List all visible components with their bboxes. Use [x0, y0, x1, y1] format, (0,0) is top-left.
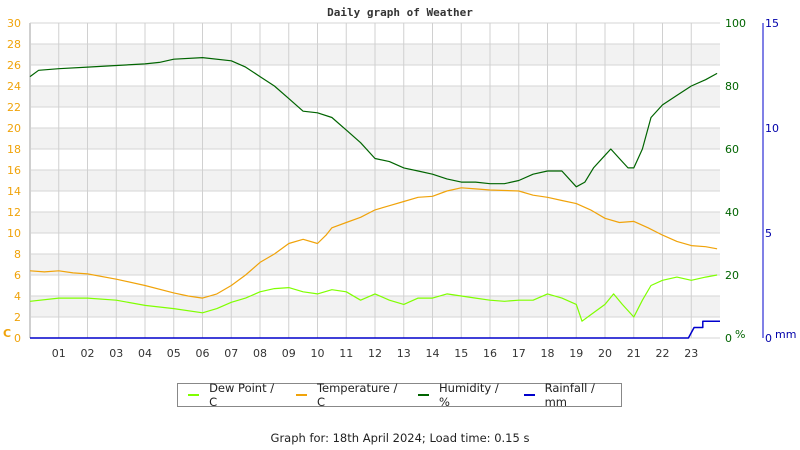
humidity-line	[29, 56, 718, 188]
temperature-tick: 22	[7, 101, 21, 114]
hour-tick: 01	[52, 347, 66, 360]
hour-tick: 13	[397, 347, 411, 360]
chart-title: Daily graph of Weather	[327, 6, 473, 19]
legend-label: Humidity / %	[439, 381, 499, 409]
humidity-tick: 100	[725, 17, 746, 30]
legend-item: Rainfall / mm	[523, 381, 615, 409]
temperature-tick: 2	[14, 311, 21, 324]
hour-tick: 22	[656, 347, 670, 360]
hour-tick: 19	[569, 347, 583, 360]
hour-tick: 05	[167, 347, 181, 360]
temperature-line	[29, 187, 718, 299]
hour-tick: 20	[598, 347, 612, 360]
temperature-tick: 10	[7, 227, 21, 240]
hour-tick: 11	[339, 347, 353, 360]
hour-tick: 07	[224, 347, 238, 360]
hour-axis: 01 02 03 04 05 06 07 08 09 10 11 12 13 14 15 16 17 18 19 20…	[52, 347, 699, 360]
legend-swatch-icon	[188, 394, 200, 396]
temperature-tick: 30	[7, 17, 21, 30]
hour-tick: 23	[684, 347, 698, 360]
temperature-tick: 18	[7, 143, 21, 156]
legend-swatch-icon	[417, 394, 430, 396]
temperature-tick: 6	[14, 269, 21, 282]
temperature-tick: 24	[7, 80, 21, 93]
rainfall-line	[30, 320, 720, 339]
hour-tick: 10	[311, 347, 325, 360]
rainfall-tick: 15	[765, 17, 779, 30]
temperature-tick: 12	[7, 206, 21, 219]
hour-tick: 18	[541, 347, 555, 360]
temperature-tick: 0	[14, 332, 21, 345]
hour-tick: 02	[81, 347, 95, 360]
rainfall-tick: 0	[765, 332, 772, 345]
graph-footer: Graph for: 18th April 2024; Load time: 0…	[270, 431, 530, 445]
hour-tick: 21	[627, 347, 641, 360]
humidity-tick: 40	[725, 206, 739, 219]
legend-item: Humidity / %	[417, 381, 508, 409]
temperature-tick: 14	[7, 185, 21, 198]
temperature-tick: 28	[7, 38, 21, 51]
humidity-tick: 60	[725, 143, 739, 156]
legend-label: Rainfall / mm	[544, 381, 595, 409]
humidity-tick: 0	[725, 332, 732, 345]
humidity-tick: 80	[725, 80, 739, 93]
hour-tick: 15	[454, 347, 468, 360]
hour-tick: 08	[253, 347, 267, 360]
hour-tick: 17	[512, 347, 526, 360]
rainfall-tick: 10	[765, 122, 779, 135]
hour-tick: 12	[368, 347, 382, 360]
temperature-tick: 16	[7, 164, 21, 177]
humidity-tick: 20	[725, 269, 739, 282]
rainfall-tick: 5	[765, 227, 772, 240]
hour-tick: 03	[109, 347, 123, 360]
hour-tick: 04	[138, 347, 152, 360]
temperature-unit-label: C	[3, 327, 11, 340]
legend-label: Temperature / C	[316, 381, 398, 409]
temperature-tick: 4	[14, 290, 21, 303]
hour-tick: 14	[426, 347, 440, 360]
hour-tick: 16	[483, 347, 497, 360]
temperature-tick: 20	[7, 122, 21, 135]
temperature-tick: 8	[14, 248, 21, 261]
chart-legend: Dew Point / C Temperature / C Humidity / %…	[177, 381, 622, 409]
humidity-unit-label: %	[735, 328, 745, 341]
legend-label: Dew Point / C	[209, 381, 275, 409]
temperature-tick: 26	[7, 59, 21, 72]
legend-item: Dew Point / C	[188, 381, 280, 409]
rainfall-unit-label: mm	[775, 328, 796, 341]
legend-swatch-icon	[523, 394, 535, 396]
legend-swatch-icon	[295, 394, 307, 396]
data-series	[29, 56, 720, 339]
humidity-axis: 0 20 40 60 80 100	[725, 17, 746, 345]
dew-point-line	[29, 274, 718, 322]
hour-tick: 09	[282, 347, 296, 360]
hour-tick: 06	[196, 347, 210, 360]
rainfall-axis: 0 5 10 15	[765, 17, 779, 345]
legend-item: Temperature / C	[295, 381, 402, 409]
